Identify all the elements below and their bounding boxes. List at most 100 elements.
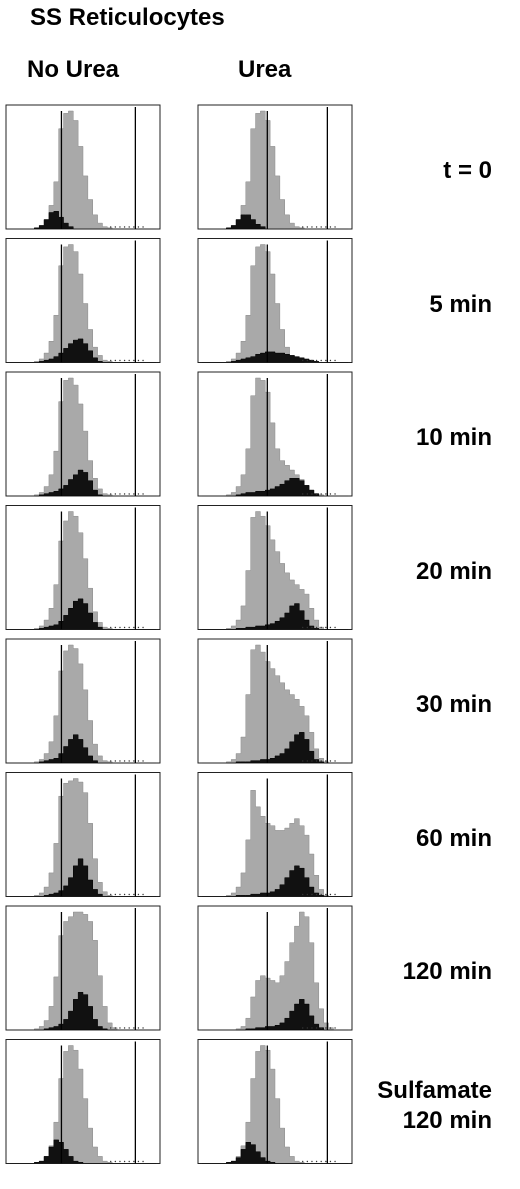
- baseline-dot: [119, 359, 121, 362]
- baseline-dot: [114, 359, 117, 362]
- baseline-dot: [119, 226, 121, 228]
- baseline-dot: [114, 626, 117, 629]
- baseline-dot: [320, 226, 322, 228]
- baseline-dot: [133, 226, 135, 228]
- panel-r1-c1: [197, 238, 353, 363]
- baseline-dot: [315, 493, 318, 495]
- baseline-dot: [325, 893, 327, 896]
- baseline-dot: [329, 493, 332, 495]
- baseline-dot: [306, 359, 309, 362]
- baseline-dot: [302, 760, 304, 762]
- baseline-dot: [320, 893, 322, 896]
- baseline-dot: [315, 359, 318, 362]
- row-label-line: Sulfamate: [377, 1076, 492, 1104]
- baseline-dot: [119, 893, 121, 896]
- panel-r5-c1: [197, 772, 353, 897]
- baseline-dot: [114, 893, 117, 896]
- baseline-dot: [142, 226, 144, 228]
- panel-r2-c1: [197, 371, 353, 497]
- baseline-dot: [306, 1160, 309, 1163]
- baseline-dot: [114, 493, 117, 495]
- row-label-0: t = 0: [443, 156, 492, 186]
- baseline-dot: [315, 760, 318, 762]
- baseline-dot: [315, 626, 318, 629]
- histogram-reticulocytes: [202, 865, 348, 897]
- histogram-all-cells: [202, 644, 348, 764]
- column-label-no-urea: No Urea: [27, 56, 120, 83]
- baseline-dot: [110, 226, 112, 228]
- row-label-5: 60 min: [416, 824, 492, 854]
- histogram-reticulocytes: [10, 1139, 156, 1164]
- histogram-all-cells: [202, 911, 348, 1031]
- histogram-reticulocytes: [202, 732, 348, 764]
- baseline-dot: [334, 760, 336, 762]
- baseline-dot: [137, 893, 140, 896]
- baseline-dot: [306, 626, 309, 629]
- histogram-reticulocytes: [10, 211, 156, 230]
- baseline-dot: [311, 893, 313, 896]
- baseline-dot: [329, 359, 332, 362]
- baseline-dot: [123, 493, 126, 495]
- panel-r3-c0: [5, 505, 161, 630]
- baseline-dot: [128, 893, 130, 896]
- baseline-dot: [133, 626, 135, 629]
- baseline-dot: [123, 359, 126, 362]
- baseline-dot: [320, 493, 322, 495]
- baseline-dot: [142, 1160, 144, 1163]
- baseline-dot: [329, 760, 332, 762]
- baseline-dot: [133, 760, 135, 762]
- baseline-dot: [334, 226, 336, 228]
- baseline-dot: [334, 893, 336, 896]
- baseline-dot: [133, 893, 135, 896]
- panel-r4-c0: [5, 638, 161, 764]
- baseline-dot: [119, 760, 121, 762]
- panel-r6-c0: [5, 905, 161, 1031]
- baseline-dot: [142, 626, 144, 629]
- histogram-reticulocytes: [202, 478, 348, 497]
- histogram-all-cells: [10, 110, 156, 230]
- baseline-dot: [334, 1027, 336, 1029]
- baseline-dot: [137, 359, 140, 362]
- panel-r2-c0: [5, 371, 161, 497]
- baseline-dot: [302, 1160, 304, 1163]
- baseline-dot: [119, 626, 121, 629]
- baseline-dot: [329, 893, 332, 896]
- baseline-dot: [128, 493, 130, 495]
- baseline-dot: [320, 760, 322, 762]
- baseline-dot: [123, 760, 126, 762]
- baseline-dot: [110, 893, 112, 896]
- baseline-dot: [128, 626, 130, 629]
- panel-r5-c0: [5, 772, 161, 897]
- baseline-dot: [110, 359, 112, 362]
- panel-r0-c1: [197, 104, 353, 230]
- baseline-dot: [320, 359, 322, 362]
- baseline-dot: [306, 226, 309, 228]
- baseline-dot: [137, 1160, 140, 1163]
- row-label-line: 60 min: [415, 824, 492, 852]
- baseline-dot: [123, 893, 126, 896]
- histogram-all-cells: [10, 1045, 156, 1164]
- baseline-dot: [325, 626, 327, 629]
- baseline-dot: [325, 359, 327, 362]
- baseline-dot: [320, 1160, 322, 1163]
- panel-r0-c0: [5, 104, 161, 230]
- baseline-dot: [142, 760, 144, 762]
- baseline-dot: [325, 493, 327, 495]
- panel-r1-c0: [5, 238, 161, 363]
- panel-r7-c1: [197, 1039, 353, 1164]
- baseline-dot: [306, 893, 309, 896]
- baseline-dot: [315, 226, 318, 228]
- histogram-reticulocytes: [10, 598, 156, 630]
- baseline-dot: [137, 626, 140, 629]
- baseline-dot: [329, 626, 332, 629]
- figure-title: SS Reticulocytes: [30, 4, 225, 31]
- baseline-dot: [302, 226, 304, 228]
- baseline-dot: [334, 626, 336, 629]
- baseline-dot: [311, 359, 313, 362]
- baseline-dot: [302, 493, 304, 495]
- panel-r4-c1: [197, 638, 353, 764]
- baseline-dot: [325, 760, 327, 762]
- histogram-all-cells: [202, 110, 348, 230]
- baseline-dot: [311, 1027, 313, 1029]
